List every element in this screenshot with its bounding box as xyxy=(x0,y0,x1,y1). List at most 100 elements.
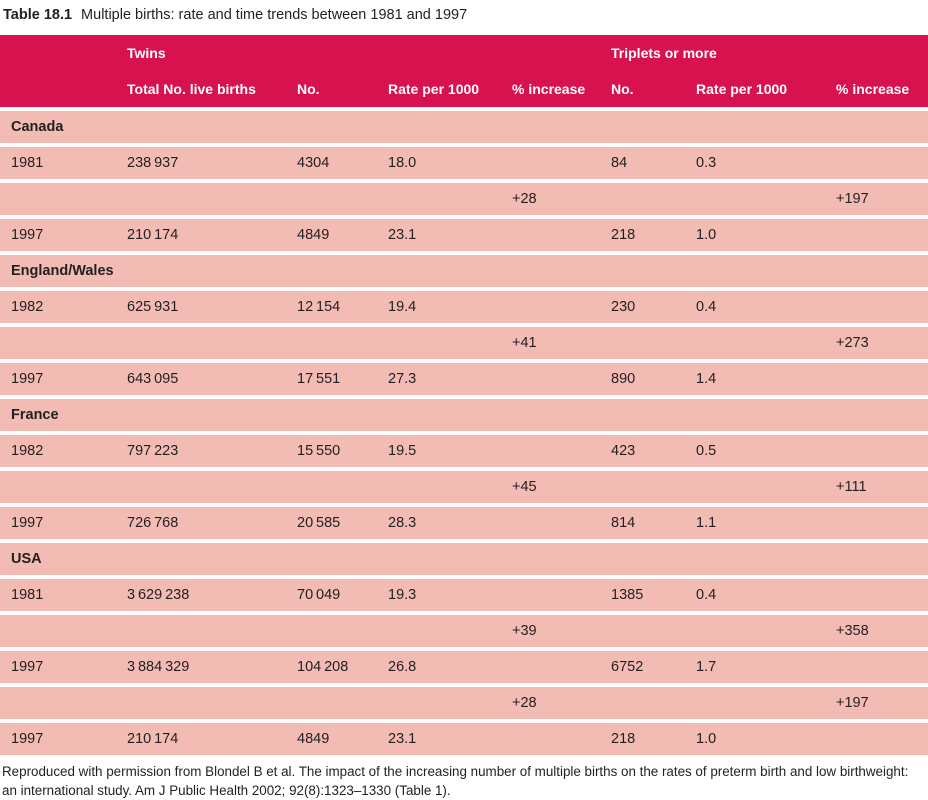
cell xyxy=(609,683,695,721)
table-number: Table 18.1 xyxy=(3,7,73,23)
cell: 0.3 xyxy=(694,143,835,181)
section-row: France xyxy=(0,395,928,433)
table-row: 1997 3 884 329 104 208 26.8 6752 1.7 xyxy=(0,647,928,685)
section-row: Canada xyxy=(0,107,928,145)
cell xyxy=(0,179,125,217)
cell xyxy=(0,683,125,721)
cell xyxy=(510,647,610,685)
column-header: % increase xyxy=(510,71,610,109)
section-row: USA xyxy=(0,539,928,577)
cell xyxy=(510,719,610,755)
cell xyxy=(510,503,610,541)
cell xyxy=(125,323,295,361)
cell: 6752 xyxy=(609,647,695,685)
cell xyxy=(510,287,610,325)
cell xyxy=(125,611,295,649)
document-page: Table 18.1 Multiple births: rate and time… xyxy=(0,5,928,800)
cell xyxy=(386,179,510,217)
table-row: +39 +358 xyxy=(0,611,928,649)
cell xyxy=(510,575,610,613)
column-header: No. xyxy=(609,71,695,109)
cell: 238 937 xyxy=(125,143,295,181)
cell: +39 xyxy=(510,611,610,649)
cell: 625 931 xyxy=(125,287,295,325)
cell: 19.4 xyxy=(386,287,510,325)
cell xyxy=(834,503,928,541)
group-header-triplets: Triplets or more xyxy=(609,35,928,71)
cell: 210 174 xyxy=(125,215,295,253)
cell: 4304 xyxy=(295,143,386,181)
table-row: +45 +111 xyxy=(0,467,928,505)
cell xyxy=(125,467,295,505)
table-body: Canada 1981 238 937 4304 18.0 84 0.3 +28 +197 199… xyxy=(0,107,928,755)
cell xyxy=(609,611,695,649)
cell xyxy=(609,179,695,217)
cell: +28 xyxy=(510,683,610,721)
cell xyxy=(609,323,695,361)
cell xyxy=(834,575,928,613)
cell: 1997 xyxy=(0,359,125,397)
cell: 1982 xyxy=(0,431,125,469)
cell xyxy=(0,323,125,361)
cell xyxy=(295,467,386,505)
cell: 1982 xyxy=(0,287,125,325)
cell xyxy=(0,611,125,649)
group-header-row: Twins Triplets or more xyxy=(0,35,928,71)
table-row: 1981 3 629 238 70 049 19.3 1385 0.4 xyxy=(0,575,928,613)
table-row: +28 +197 xyxy=(0,179,928,217)
cell xyxy=(510,431,610,469)
group-header-empty xyxy=(0,35,125,71)
cell xyxy=(295,179,386,217)
cell: 1.4 xyxy=(694,359,835,397)
table-header: Twins Triplets or more Total No. live bir… xyxy=(0,35,928,109)
cell xyxy=(694,179,835,217)
cell xyxy=(694,611,835,649)
cell xyxy=(295,683,386,721)
cell xyxy=(694,467,835,505)
cell: 18.0 xyxy=(386,143,510,181)
cell xyxy=(125,179,295,217)
cell: 1385 xyxy=(609,575,695,613)
cell xyxy=(834,143,928,181)
cell: 0.4 xyxy=(694,575,835,613)
cell: 4849 xyxy=(295,719,386,755)
cell xyxy=(0,467,125,505)
cell: 23.1 xyxy=(386,215,510,253)
cell: 1.1 xyxy=(694,503,835,541)
cell xyxy=(609,467,695,505)
cell: +111 xyxy=(834,467,928,505)
cell xyxy=(834,719,928,755)
cell xyxy=(834,359,928,397)
cell: 726 768 xyxy=(125,503,295,541)
cell: 104 208 xyxy=(295,647,386,685)
cell: 218 xyxy=(609,215,695,253)
table-footnote: Reproduced with permission from Blondel … xyxy=(2,764,909,799)
cell: 0.5 xyxy=(694,431,835,469)
cell: 70 049 xyxy=(295,575,386,613)
cell: +197 xyxy=(834,179,928,217)
cell xyxy=(386,611,510,649)
cell xyxy=(510,359,610,397)
cell: 27.3 xyxy=(386,359,510,397)
cell: 797 223 xyxy=(125,431,295,469)
cell xyxy=(386,467,510,505)
cell: 1997 xyxy=(0,647,125,685)
section-label: Canada xyxy=(0,107,928,145)
cell xyxy=(834,647,928,685)
cell: 1981 xyxy=(0,143,125,181)
table-row: +28 +197 xyxy=(0,683,928,721)
cell: 210 174 xyxy=(125,719,295,755)
cell xyxy=(694,323,835,361)
cell: 890 xyxy=(609,359,695,397)
cell: 19.3 xyxy=(386,575,510,613)
cell: 1981 xyxy=(0,575,125,613)
cell: 643 095 xyxy=(125,359,295,397)
table-row: 1997 210 174 4849 23.1 218 1.0 xyxy=(0,719,928,755)
cell: +197 xyxy=(834,683,928,721)
table-row: 1997 643 095 17 551 27.3 890 1.4 xyxy=(0,359,928,397)
cell: +28 xyxy=(510,179,610,217)
table-row: 1982 625 931 12 154 19.4 230 0.4 xyxy=(0,287,928,325)
table-row: 1981 238 937 4304 18.0 84 0.3 xyxy=(0,143,928,181)
cell: 19.5 xyxy=(386,431,510,469)
cell xyxy=(295,323,386,361)
